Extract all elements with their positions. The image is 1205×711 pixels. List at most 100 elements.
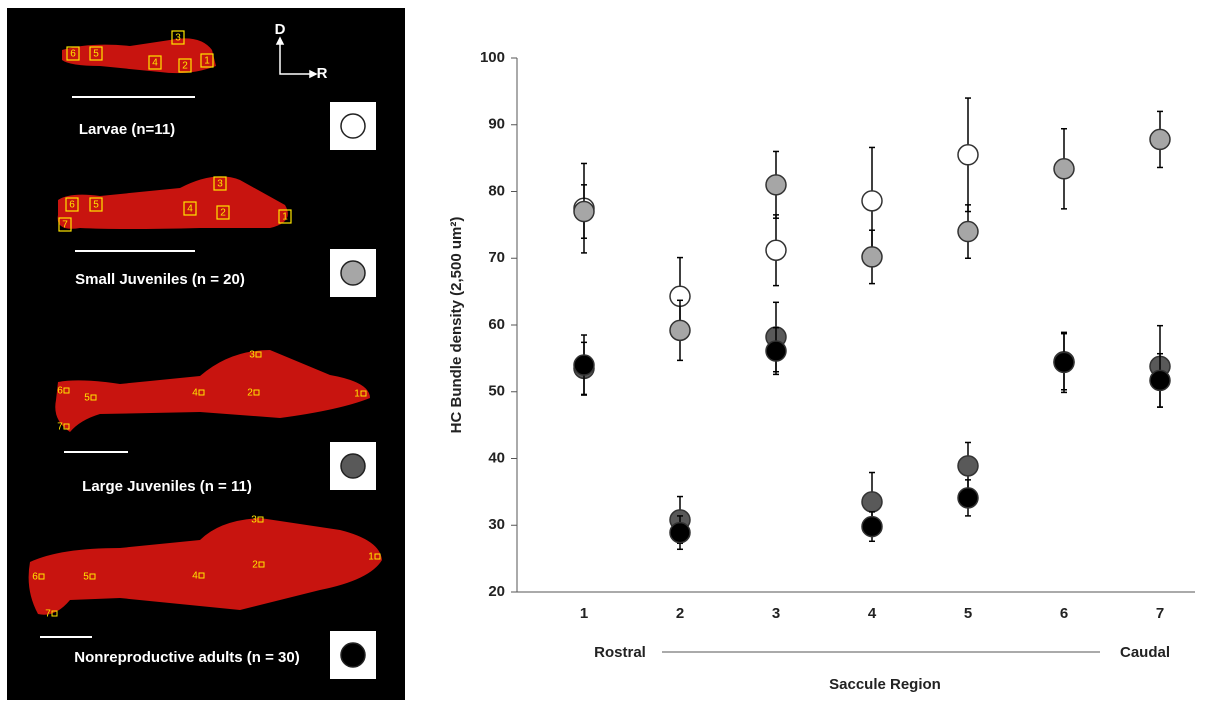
data-point bbox=[957, 220, 979, 243]
data-point bbox=[765, 174, 787, 196]
data-point bbox=[1053, 351, 1075, 374]
legend-label: Larvae (n=11) bbox=[79, 121, 175, 138]
region-box bbox=[38, 573, 45, 580]
region-label: 4 bbox=[192, 571, 198, 582]
region-box bbox=[198, 572, 205, 579]
region-box bbox=[374, 553, 381, 560]
x-tick-label: 4 bbox=[868, 605, 877, 622]
region-box bbox=[178, 58, 192, 73]
legend-swatch bbox=[340, 260, 366, 286]
scale-bars bbox=[40, 96, 195, 638]
y-tick-label: 70 bbox=[488, 249, 505, 266]
region-label: 1 bbox=[204, 56, 210, 67]
saccule-images bbox=[28, 38, 382, 615]
region-label: 1 bbox=[282, 212, 288, 223]
saccule-small-juvenile bbox=[57, 176, 288, 229]
region-box bbox=[257, 516, 264, 523]
saccule-large-juvenile bbox=[55, 350, 370, 432]
region-box bbox=[58, 217, 72, 232]
y-tick-label: 50 bbox=[488, 383, 505, 400]
x-tick-label: 7 bbox=[1156, 605, 1164, 622]
region-label: 3 bbox=[249, 350, 255, 361]
region-box bbox=[213, 176, 227, 191]
y-tick-label: 40 bbox=[488, 449, 505, 466]
region-label: 1 bbox=[368, 552, 374, 563]
region-label: 2 bbox=[252, 560, 258, 571]
rostral-label: R bbox=[317, 65, 328, 82]
data-point bbox=[861, 491, 883, 513]
legend-swatch bbox=[340, 642, 366, 668]
region-label: 4 bbox=[187, 204, 193, 215]
region-label: 7 bbox=[45, 609, 51, 620]
data-point bbox=[1149, 369, 1171, 392]
y-tick-label: 60 bbox=[488, 316, 505, 333]
y-tick-label: 80 bbox=[488, 182, 505, 199]
region-label: 5 bbox=[93, 49, 99, 60]
region-label: 6 bbox=[69, 200, 75, 211]
legend-swatch bbox=[340, 113, 366, 139]
data-point bbox=[765, 239, 787, 261]
legend-label: Nonreproductive adults (n = 30) bbox=[74, 649, 299, 666]
data-point bbox=[861, 190, 883, 212]
region-box bbox=[90, 394, 97, 401]
region-label: 1 bbox=[354, 389, 360, 400]
region-label: 3 bbox=[175, 33, 181, 44]
region-label: 7 bbox=[57, 422, 63, 433]
region-label: 3 bbox=[217, 179, 223, 190]
saccule-adult bbox=[28, 518, 382, 615]
data-point bbox=[573, 354, 595, 376]
region-label: 4 bbox=[152, 58, 158, 69]
y-tick-label: 100 bbox=[480, 49, 505, 66]
dorsal-label: D bbox=[275, 21, 286, 38]
x-tick-label: 3 bbox=[772, 605, 780, 622]
y-axis-label: HC Bundle density (2,500 um²) bbox=[448, 217, 465, 434]
orientation-arrows bbox=[275, 36, 318, 79]
region-box bbox=[198, 389, 205, 396]
data-point bbox=[669, 521, 691, 544]
region-label: 7 bbox=[62, 220, 68, 231]
region-box bbox=[89, 573, 96, 580]
region-box bbox=[258, 561, 265, 568]
region-label: 3 bbox=[251, 515, 257, 526]
legend: Larvae (n=11) Small Juveniles (n = 20) Lar… bbox=[74, 102, 376, 679]
y-tick-label: 20 bbox=[488, 583, 505, 600]
region-label: 5 bbox=[84, 393, 90, 404]
x-tick-label: 5 bbox=[964, 605, 972, 622]
data-point bbox=[765, 340, 787, 362]
region-box bbox=[360, 390, 367, 397]
data-point bbox=[573, 200, 595, 223]
region-box bbox=[63, 387, 70, 394]
region-label: 5 bbox=[83, 572, 89, 583]
y-tick-label: 90 bbox=[488, 116, 505, 133]
region-box bbox=[183, 201, 197, 216]
region-label: 6 bbox=[70, 49, 76, 60]
x-tick-label: 1 bbox=[580, 605, 588, 622]
region-label: 4 bbox=[192, 388, 198, 399]
region-label: 5 bbox=[93, 200, 99, 211]
arrow-head bbox=[275, 36, 285, 45]
y-tick-label: 30 bbox=[488, 516, 505, 533]
data-point bbox=[861, 515, 883, 538]
x-tick-label: 6 bbox=[1060, 605, 1068, 622]
data-point bbox=[1053, 158, 1075, 180]
arrow-head bbox=[309, 69, 318, 79]
region-box bbox=[148, 55, 162, 70]
region-box bbox=[216, 205, 230, 220]
region-box bbox=[278, 209, 292, 224]
region-label: 6 bbox=[57, 386, 63, 397]
caudal-annotation: Caudal bbox=[1120, 644, 1170, 661]
region-box bbox=[171, 30, 185, 45]
region-box bbox=[65, 197, 79, 212]
region-box bbox=[253, 389, 260, 396]
region-label: 2 bbox=[247, 388, 253, 399]
region-box bbox=[200, 53, 214, 68]
x-axis-label: Saccule Region bbox=[829, 676, 941, 693]
region-box bbox=[51, 610, 58, 617]
data-point bbox=[1149, 128, 1171, 151]
region-label: 2 bbox=[220, 208, 226, 219]
legend-swatch bbox=[340, 453, 366, 479]
region-box bbox=[66, 46, 80, 61]
data-point bbox=[861, 246, 883, 268]
